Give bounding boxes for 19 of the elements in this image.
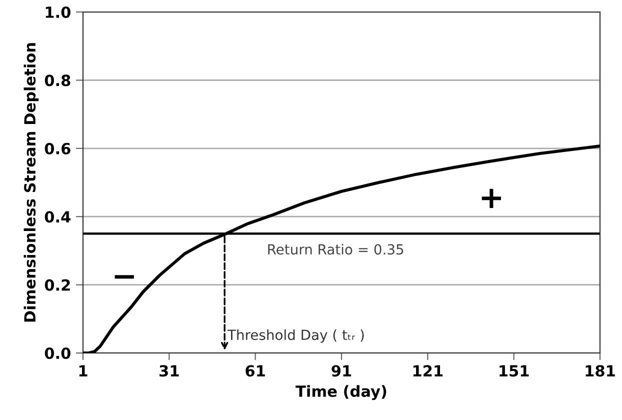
annotation: + [482,188,501,208]
y-tick-label: 0.0 [44,347,70,360]
x-tick-label: 181 [586,365,615,377]
x-axis-title: Time (day) [296,385,386,400]
y-tick-label: 0.2 [44,279,70,291]
annotation: − [114,275,134,279]
y-tick-label: 0.4 [44,211,70,223]
x-tick-label: 91 [332,365,352,377]
x-tick-label: 121 [413,365,443,376]
x-tick-label: 31 [160,365,179,377]
x-tick-label: 151 [500,365,529,377]
y-tick-label: 0.8 [44,74,70,86]
annotation: Threshold Day ( tₜᵣ ) [227,329,364,343]
x-tick-label: 1 [79,365,88,376]
y-axis-title: Dimensionless Stream Depletion [24,43,39,322]
ref-line-label: Return Ratio = 0.35 [268,244,404,255]
x-tick-label: 61 [246,365,265,377]
y-tick-label: 1.0 [46,6,70,18]
y-tick-label: 0.6 [44,142,70,154]
